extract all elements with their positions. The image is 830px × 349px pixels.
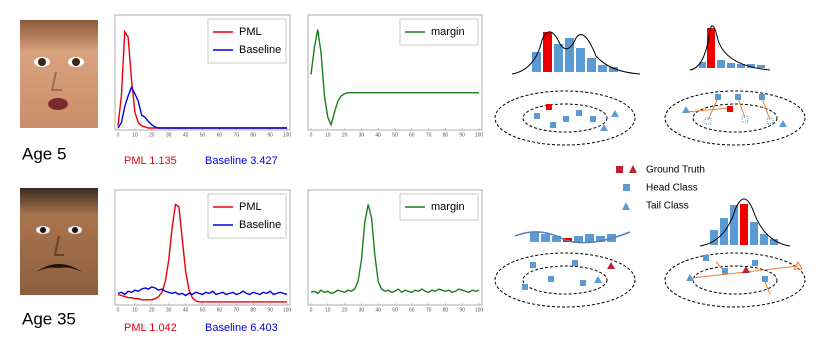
x-tick-label: 70 [234,307,240,313]
x-tick-label: 70 [426,132,432,138]
photo-child [20,20,98,128]
legend-label: Baseline [239,44,281,56]
x-tick-label: 0 [117,307,120,313]
x-tick-label: 10 [132,307,138,313]
diagram-tail [494,231,636,308]
x-tick-label: 50 [392,132,398,138]
x-tick-label: 40 [183,307,189,313]
legend-label: Head Class [646,183,698,194]
x-tick-label: 40 [375,132,381,138]
diagram-pml-tail [664,198,806,308]
x-tick-label: 90 [267,307,273,313]
x-tick-label: 80 [250,132,256,138]
series-line [117,85,287,129]
x-tick-label: 10 [325,132,331,138]
x-tick-label: 90 [267,132,273,138]
diagram-pml-head [664,25,806,146]
series-line [310,204,480,295]
x-tick-label: 80 [443,307,449,313]
series-line [310,29,479,127]
x-tick-label: 40 [375,307,381,313]
x-tick-label: 30 [359,132,365,138]
x-tick-label: 0 [117,132,120,138]
pml-error: PML 1.135 [124,155,177,167]
series-line [117,203,287,303]
x-tick-label: 100 [283,132,292,138]
x-tick-label: 60 [409,307,415,313]
diagram-head [494,31,641,146]
x-tick-label: 20 [149,307,155,313]
x-tick-label: 30 [166,307,172,313]
age-label: Age 5 [22,144,66,163]
legend-box [207,18,287,64]
x-tick-label: 90 [459,132,465,138]
x-tick-label: 0 [310,132,313,138]
x-tick-label: 50 [392,307,398,313]
x-tick-label: 20 [149,132,155,138]
pml-error: PML 1.042 [124,322,177,334]
x-tick-label: 60 [409,132,415,138]
x-tick-label: 90 [459,307,465,313]
x-tick-label: 60 [217,132,223,138]
legend-label: Baseline [239,219,281,231]
legend-label: PML [239,201,262,213]
x-tick-label: 100 [283,307,292,313]
x-tick-label: 20 [342,307,348,313]
x-tick-label: 30 [359,307,365,313]
x-tick-label: 70 [234,132,240,138]
x-tick-label: 0 [310,307,313,313]
age-label: Age 35 [22,309,76,328]
x-tick-label: 40 [183,132,189,138]
x-tick-label: 100 [475,132,484,138]
x-tick-label: 100 [475,307,484,313]
diagram-legend: Ground Truth Head Class Tail Class [616,165,705,212]
x-tick-label: 50 [200,307,206,313]
legend-label: Ground Truth [646,165,705,176]
photo-man [20,188,98,295]
x-tick-label: 80 [443,132,449,138]
baseline-error: Baseline 3.427 [205,155,278,167]
x-tick-label: 30 [166,132,172,138]
series-line [117,286,288,297]
x-tick-label: 20 [342,132,348,138]
legend-label: Tail Class [646,201,689,212]
x-tick-label: 10 [325,307,331,313]
baseline-error: Baseline 6.403 [205,322,278,334]
legend-label: margin [431,26,465,38]
x-tick-label: 60 [217,307,223,313]
x-tick-label: 10 [132,132,138,138]
x-tick-label: 80 [250,307,256,313]
x-tick-label: 70 [426,307,432,313]
legend-box [207,193,287,239]
x-tick-label: 50 [200,132,206,138]
legend-label: PML [239,26,262,38]
legend-label: margin [431,201,465,213]
